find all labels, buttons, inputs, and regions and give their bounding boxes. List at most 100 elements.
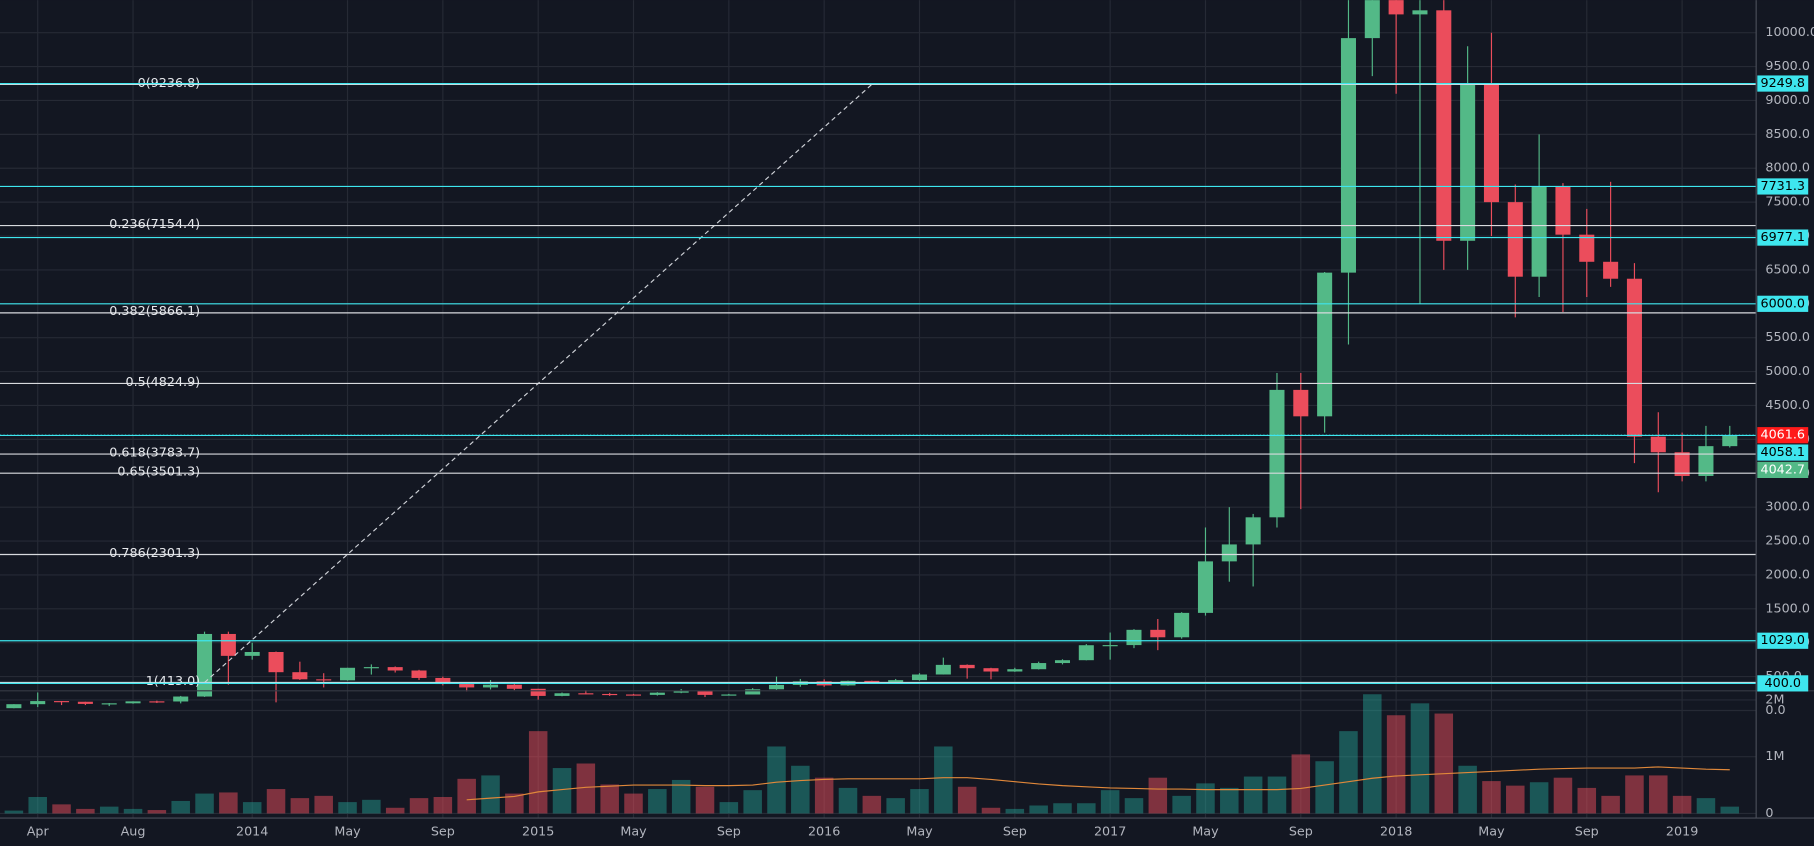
volume-bar: [52, 804, 71, 814]
x-tick-label: Sep: [431, 823, 455, 838]
candle-body: [578, 693, 594, 695]
candle-body: [1007, 669, 1023, 672]
candle-body: [959, 664, 975, 669]
candle-body: [197, 633, 213, 697]
volume-bar: [195, 793, 214, 814]
x-tick-label: 2018: [1380, 823, 1412, 838]
price-tag-box: [1757, 632, 1809, 649]
volume-bar: [695, 786, 715, 814]
volume-bar: [528, 731, 548, 814]
candle-body: [1531, 186, 1547, 277]
volume-bar: [624, 793, 643, 814]
x-tick-label: Sep: [1575, 823, 1599, 838]
volume-bar: [1077, 803, 1096, 814]
candle-body: [292, 672, 308, 680]
fib-label: 0.618(3783.7): [109, 444, 200, 459]
candle-body: [1126, 629, 1142, 646]
candle-body: [745, 689, 761, 695]
price-tag-label: 7731.3: [1761, 178, 1806, 193]
volume-bar: [1434, 713, 1454, 814]
candle-body: [149, 701, 165, 703]
price-tag-box: [1757, 229, 1809, 246]
volume-bar: [957, 786, 977, 814]
volume-bar: [838, 787, 858, 814]
volume-bar: [576, 763, 596, 814]
volume-bar: [1243, 776, 1263, 814]
y-tick-label: 4500.0: [1765, 397, 1810, 412]
candle-body: [1245, 517, 1261, 545]
y-tick-label: 6500.0: [1765, 261, 1810, 276]
candle-body: [1340, 38, 1356, 273]
volume-bar: [362, 799, 381, 814]
y-tick-label: 9500.0: [1765, 58, 1810, 73]
volume-bar: [552, 768, 572, 814]
candle-body: [268, 651, 284, 673]
volume-bar: [219, 792, 238, 814]
candle-body: [935, 664, 951, 675]
fib-label: 0.5(4824.9): [125, 374, 200, 389]
price-tag-label: 400.0: [1765, 675, 1801, 690]
candle-body: [1436, 10, 1452, 241]
x-tick-label: 2015: [522, 823, 554, 838]
candle-body: [1078, 645, 1094, 661]
price-tag-box: [1757, 444, 1809, 461]
candle-body: [435, 677, 451, 685]
volume-bar: [76, 808, 95, 814]
fib-label: 1(413.0): [146, 673, 200, 688]
volume-bar: [1577, 787, 1597, 814]
volume-bar: [814, 777, 834, 814]
candle-body: [30, 701, 46, 705]
x-tick-label: May: [1478, 823, 1505, 838]
candle-body: [554, 693, 570, 696]
candle-body: [1650, 436, 1666, 453]
candle-body: [1698, 446, 1714, 476]
price-tag-box: [1757, 75, 1809, 92]
candle-body: [1674, 452, 1690, 476]
volume-bar: [457, 778, 476, 814]
x-tick-label: Sep: [1289, 823, 1313, 838]
y-tick-label: 5000.0: [1765, 363, 1810, 378]
x-tick-label: 2016: [808, 823, 840, 838]
volume-tick-label: 0: [1765, 805, 1773, 820]
candle-body: [316, 679, 332, 681]
candle-body: [244, 651, 260, 656]
price-tag-label: 4058.1: [1761, 444, 1806, 459]
volume-bar: [934, 746, 953, 814]
y-tick-label: 1500.0: [1765, 600, 1810, 615]
y-tick-label: 8500.0: [1765, 126, 1810, 141]
volume-bar: [1029, 805, 1048, 814]
volume-bar: [1458, 765, 1477, 814]
volume-bar: [266, 789, 286, 814]
candle-body: [1555, 186, 1571, 235]
volume-bar: [1339, 731, 1358, 814]
candle-body: [1412, 10, 1428, 15]
candle-body: [697, 691, 713, 695]
x-tick-label: Sep: [717, 823, 741, 838]
candle-body: [1102, 645, 1118, 647]
y-tick-label: 10000.0: [1765, 24, 1814, 39]
candle-body: [530, 688, 546, 696]
fib-label: 0.65(3501.3): [117, 464, 200, 479]
y-tick-label: 2000.0: [1765, 566, 1810, 581]
fib-label: 0(9236.8): [138, 75, 201, 90]
candle-body: [1197, 561, 1213, 613]
y-tick-label: 8000.0: [1765, 160, 1810, 175]
fib-label: 0.382(5866.1): [109, 303, 200, 318]
price-tag-label: 6977.1: [1761, 229, 1806, 244]
candle-body: [54, 701, 70, 703]
candle-body: [768, 684, 785, 690]
candle-body: [387, 667, 403, 671]
volume-bar: [1148, 777, 1168, 814]
volume-bar: [1363, 694, 1382, 814]
candle-body: [1054, 660, 1071, 664]
price-tag-label: 4042.7: [1761, 461, 1806, 476]
volume-bar: [1649, 775, 1668, 814]
volume-bar: [1267, 776, 1287, 814]
y-tick-label: 0.0: [1765, 702, 1785, 717]
candle-body: [506, 684, 522, 689]
y-tick-label: 2500.0: [1765, 533, 1810, 548]
volume-bar: [886, 798, 905, 814]
candle-body: [6, 704, 22, 709]
volume-bar: [600, 784, 619, 814]
